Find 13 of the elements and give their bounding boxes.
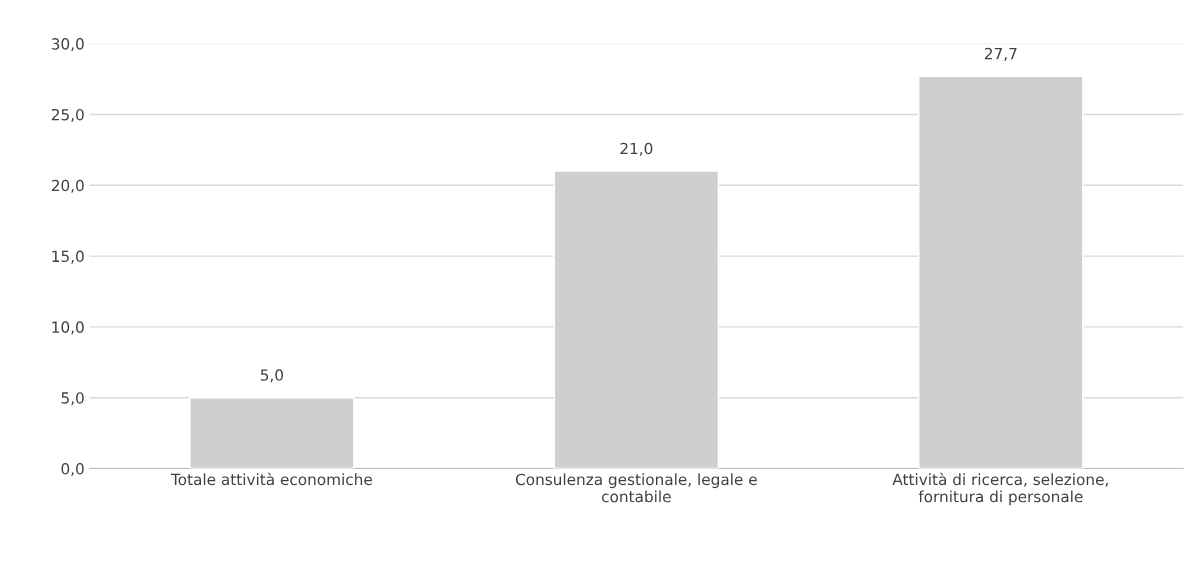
y-tick-label: 10,0 xyxy=(52,321,84,335)
data-label: 27,7 xyxy=(984,47,1017,61)
x-tick-label: Totale attività economiche xyxy=(170,472,372,486)
y-tick-label: 5,0 xyxy=(61,392,84,406)
x-tick-label: Consulenza gestionale, legale e contabile xyxy=(515,473,757,503)
y-tick-label: 15,0 xyxy=(52,250,84,264)
x-tick-label: Attività di ricerca, selezione, fornitura di personale xyxy=(892,472,1108,506)
y-tick-label: 20,0 xyxy=(51,179,84,193)
y-tick-label: 25,0 xyxy=(51,108,84,123)
data-label: 21,0 xyxy=(620,142,653,156)
data-label: 5,0 xyxy=(260,369,283,383)
y-tick-label: 30,0 xyxy=(51,38,84,52)
y-tick-label: 0,0 xyxy=(61,462,84,477)
